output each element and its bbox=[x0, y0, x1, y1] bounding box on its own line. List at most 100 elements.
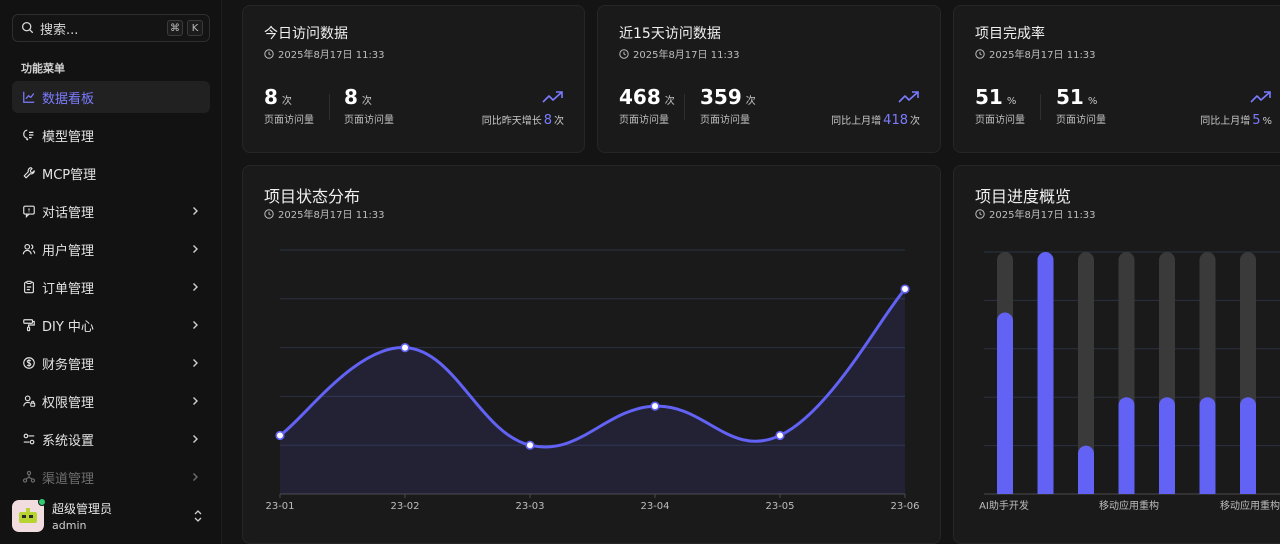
card-timestamp: 2025年8月17日 11:33 bbox=[975, 206, 1096, 221]
sidebar-item-label: 财务管理 bbox=[42, 357, 95, 373]
data-point bbox=[525, 440, 535, 450]
status-distribution-card: 项目状态分布 2025年8月17日 11:33 23-01 23-02 23-03 2… bbox=[242, 165, 941, 544]
sidebar-item-finance[interactable]: 财务管理 bbox=[12, 347, 210, 379]
bar bbox=[1078, 445, 1094, 494]
series-area bbox=[280, 289, 905, 494]
clock-icon bbox=[975, 48, 985, 59]
x-tick-label: AI助手开发 bbox=[979, 499, 1029, 512]
bar-base bbox=[1159, 486, 1175, 494]
stat-label: 页面访问量 bbox=[619, 115, 669, 126]
card-title: 项目状态分布 bbox=[264, 187, 361, 206]
avatar bbox=[12, 498, 46, 532]
sidebar-item-conversations[interactable]: 对话管理 bbox=[12, 195, 210, 227]
trend-indicator: 同比上月增 5% bbox=[1200, 89, 1272, 128]
progress-overview-card: 项目进度概览 2025年8月17日 11:33 AI助手开发 移动应用重构 移动应用… bbox=[953, 165, 1280, 544]
stat-label: 页面访问量 bbox=[264, 115, 314, 126]
sidebar: 搜索... ⌘ K 功能菜单 数据看板 模型管理 MCP管理 对话管理 bbox=[0, 0, 222, 544]
bar bbox=[1159, 397, 1175, 494]
stat-value: 51 bbox=[975, 85, 1003, 109]
stat-divider bbox=[329, 94, 330, 120]
chevron-right-icon bbox=[193, 283, 198, 291]
stat-label: 页面访问量 bbox=[975, 115, 1025, 126]
avatar-robot-icon bbox=[19, 508, 37, 523]
clock-icon bbox=[975, 208, 985, 219]
chat-icon bbox=[22, 204, 36, 218]
trend-value: 5 bbox=[1252, 113, 1261, 128]
chevron-right-icon bbox=[193, 473, 198, 481]
bar-track bbox=[1078, 252, 1094, 494]
menu-heading: 功能菜单 bbox=[21, 62, 65, 75]
timestamp-text: 2025年8月17日 11:33 bbox=[633, 50, 740, 61]
fifteen-day-visits-card: 近15天访问数据 2025年8月17日 11:33 468 次 页面访问量 359… bbox=[597, 5, 941, 153]
sidebar-item-dashboard[interactable]: 数据看板 bbox=[12, 81, 210, 113]
paint-roller-icon bbox=[22, 318, 36, 332]
user-role: admin bbox=[52, 519, 87, 532]
bar-base bbox=[1240, 486, 1256, 494]
sidebar-item-label: 渠道管理 bbox=[42, 471, 95, 487]
bar-base bbox=[1118, 486, 1135, 494]
x-tick-label: 23-05 bbox=[765, 501, 794, 512]
user-profile[interactable]: 超级管理员 admin bbox=[12, 496, 210, 536]
sidebar-item-diy[interactable]: DIY 中心 bbox=[12, 309, 210, 341]
x-tick-label: 移动应用重构 bbox=[1099, 499, 1159, 512]
x-tick-label: 23-04 bbox=[640, 501, 669, 512]
bar bbox=[997, 312, 1013, 494]
trend-value: 418 bbox=[883, 113, 908, 128]
data-point bbox=[400, 343, 410, 353]
trending-up-icon bbox=[542, 91, 563, 103]
sidebar-item-permissions[interactable]: 权限管理 bbox=[12, 385, 210, 417]
stat-value: 468 bbox=[619, 85, 661, 109]
command-key-badge: ⌘ bbox=[167, 20, 183, 36]
online-status-dot bbox=[38, 498, 46, 506]
card-title: 今日访问数据 bbox=[264, 26, 348, 42]
stat-unit: 次 bbox=[664, 96, 675, 107]
search-box[interactable]: 搜索... ⌘ K bbox=[12, 14, 210, 42]
chevron-right-icon bbox=[193, 207, 198, 215]
sidebar-item-orders[interactable]: 订单管理 bbox=[12, 271, 210, 303]
stat-unit: 次 bbox=[361, 96, 372, 107]
sidebar-item-settings[interactable]: 系统设置 bbox=[12, 423, 210, 455]
x-tick-label: 23-02 bbox=[390, 501, 419, 512]
x-tick-label: 23-01 bbox=[265, 501, 294, 512]
card-title: 近15天访问数据 bbox=[619, 26, 721, 42]
bar bbox=[1037, 252, 1054, 494]
chevron-right-icon bbox=[193, 245, 198, 253]
stat-unit: % bbox=[1006, 96, 1017, 107]
clock-icon bbox=[264, 208, 274, 219]
bar bbox=[1240, 397, 1256, 494]
trend-indicator: 同比上月增 418 次 bbox=[831, 89, 920, 128]
bar-base bbox=[997, 486, 1013, 494]
sidebar-item-mcp[interactable]: MCP管理 bbox=[12, 157, 210, 189]
trending-up-icon bbox=[898, 91, 919, 103]
x-tick-label: 23-06 bbox=[890, 501, 919, 512]
stat-value: 51 bbox=[1056, 85, 1084, 109]
trend-unit: 次 bbox=[910, 116, 920, 127]
trend-unit: 次 bbox=[554, 116, 564, 127]
stat-divider bbox=[1040, 94, 1041, 120]
chevron-up-down-icon[interactable] bbox=[192, 509, 204, 523]
stat-page-views: 51% 页面访问量 bbox=[1056, 85, 1106, 126]
stat-unit: % bbox=[1087, 96, 1098, 107]
trend-prefix: 同比昨天增长 bbox=[481, 116, 542, 127]
user-lock-icon bbox=[22, 394, 36, 408]
sidebar-item-users[interactable]: 用户管理 bbox=[12, 233, 210, 265]
sidebar-item-label: 权限管理 bbox=[42, 395, 95, 411]
search-input[interactable]: 搜索... bbox=[40, 22, 79, 38]
stat-label: 页面访问量 bbox=[344, 115, 394, 126]
sidebar-item-label: 用户管理 bbox=[42, 243, 95, 259]
timestamp-text: 2025年8月17日 11:33 bbox=[278, 210, 385, 221]
sidebar-item-models[interactable]: 模型管理 bbox=[12, 119, 210, 151]
timestamp-text: 2025年8月17日 11:33 bbox=[989, 210, 1096, 221]
stat-unit: 次 bbox=[281, 96, 292, 107]
sidebar-item-label: DIY 中心 bbox=[42, 319, 94, 335]
sidebar-item-channels[interactable]: 渠道管理 bbox=[12, 461, 210, 493]
stat-value: 359 bbox=[700, 85, 742, 109]
trend-indicator: 同比昨天增长 8 次 bbox=[482, 89, 564, 128]
card-title: 项目完成率 bbox=[975, 26, 1045, 42]
model-icon bbox=[22, 128, 36, 142]
trend-prefix: 同比上月增 bbox=[1200, 116, 1251, 127]
data-point bbox=[650, 401, 660, 411]
clipboard-icon bbox=[22, 280, 36, 294]
